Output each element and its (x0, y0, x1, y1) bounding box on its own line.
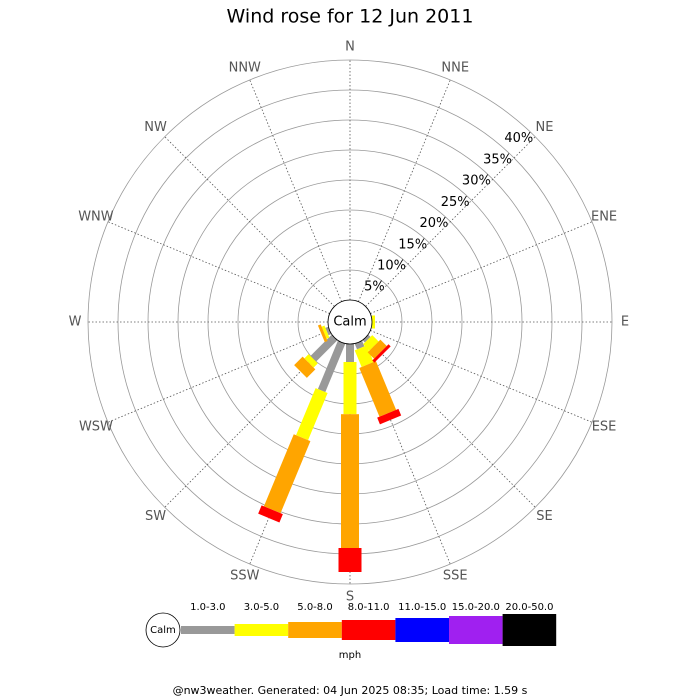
legend-swatch (341, 620, 396, 640)
bar-segment (321, 325, 330, 339)
direction-label: SW (145, 509, 166, 524)
footer: @nw3weather. Generated: 04 Jun 2025 08:3… (173, 684, 528, 697)
legend-label: 11.0-15.0 (398, 602, 446, 613)
r-tick-label: 10% (377, 259, 406, 274)
bar-segment (346, 344, 354, 362)
bar-segment (359, 361, 397, 417)
r-tick-label: 35% (483, 152, 512, 167)
bars (258, 315, 402, 572)
bar-segment (372, 315, 375, 329)
bar-segment (362, 334, 371, 343)
unit-label: mph (339, 650, 361, 661)
bar-segment (343, 362, 357, 415)
spoke (365, 337, 536, 508)
direction-label: ENE (591, 209, 617, 224)
bar-segment (310, 334, 338, 362)
bar-segment (372, 344, 391, 363)
bar-segment (258, 505, 283, 523)
spoke (107, 330, 330, 423)
r-tick-label: 40% (504, 131, 533, 146)
grid-ring (87, 59, 613, 585)
legend-calm-circle (145, 612, 181, 648)
bar-segment (304, 354, 318, 368)
direction-label: WSW (79, 420, 113, 435)
legend-swatch (234, 624, 289, 636)
bar-segment (317, 324, 328, 343)
bar-segment (354, 345, 374, 367)
spoke (249, 79, 342, 302)
direction-label: NNE (441, 60, 469, 75)
legend-swatch (449, 616, 503, 644)
spoke (358, 79, 451, 302)
direction-label: N (345, 40, 355, 55)
spoke (365, 136, 536, 307)
direction-label: SSE (443, 569, 468, 584)
r-tick-label: 20% (420, 216, 449, 231)
calm-label: Calm (333, 315, 366, 330)
direction-label: NW (144, 120, 167, 135)
direction-label: S (346, 590, 354, 605)
spoke (107, 221, 330, 314)
legend-swatch (288, 622, 342, 638)
r-tick-label: 25% (441, 195, 470, 210)
direction-label: SSW (230, 569, 260, 584)
direction-label: SE (536, 509, 552, 524)
legend-calm-label: Calm (150, 625, 176, 636)
bar-segment (296, 388, 328, 441)
legend-label: 20.0-50.0 (505, 602, 553, 613)
direction-label: E (621, 315, 629, 330)
grid: 5%10%15%20%25%30%35%40%NNNENEENEEESESESS… (69, 40, 630, 605)
legend-label: 3.0-5.0 (244, 602, 279, 613)
legend: Calm 1.0-3.0 3.0-5.0 5.0-8.0 8.0-11.0 11.0-1… (145, 602, 557, 648)
spoke (370, 221, 593, 314)
chart-title: Wind rose for 12 Jun 2011 (227, 6, 474, 28)
legend-label: 8.0-11.0 (348, 602, 390, 613)
r-tick-label: 30% (462, 174, 491, 189)
bar-segment (338, 548, 362, 572)
legend-swatch (181, 626, 235, 634)
r-tick-label: 15% (398, 237, 427, 252)
direction-label: NE (535, 120, 553, 135)
bar-segment (341, 414, 359, 548)
legend-label: 5.0-8.0 (297, 602, 332, 613)
calm-circle (327, 299, 373, 345)
bar-segment (367, 339, 387, 359)
legend-label: 1.0-3.0 (190, 602, 225, 613)
legend-swatch (502, 614, 557, 646)
spoke (164, 136, 335, 307)
r-tick-label: 5% (364, 280, 385, 295)
bar-segment (317, 340, 346, 393)
direction-label: NNW (229, 60, 261, 75)
bar-segment (263, 434, 311, 514)
legend-swatch (395, 618, 449, 642)
direction-label: ESE (592, 420, 617, 435)
bar-segment (294, 356, 316, 378)
bar-segment (377, 408, 402, 425)
direction-label: W (69, 315, 82, 330)
spoke (370, 330, 593, 423)
direction-label: WNW (78, 209, 114, 224)
bar-segment (325, 326, 332, 336)
legend-label: 15.0-20.0 (452, 602, 500, 613)
